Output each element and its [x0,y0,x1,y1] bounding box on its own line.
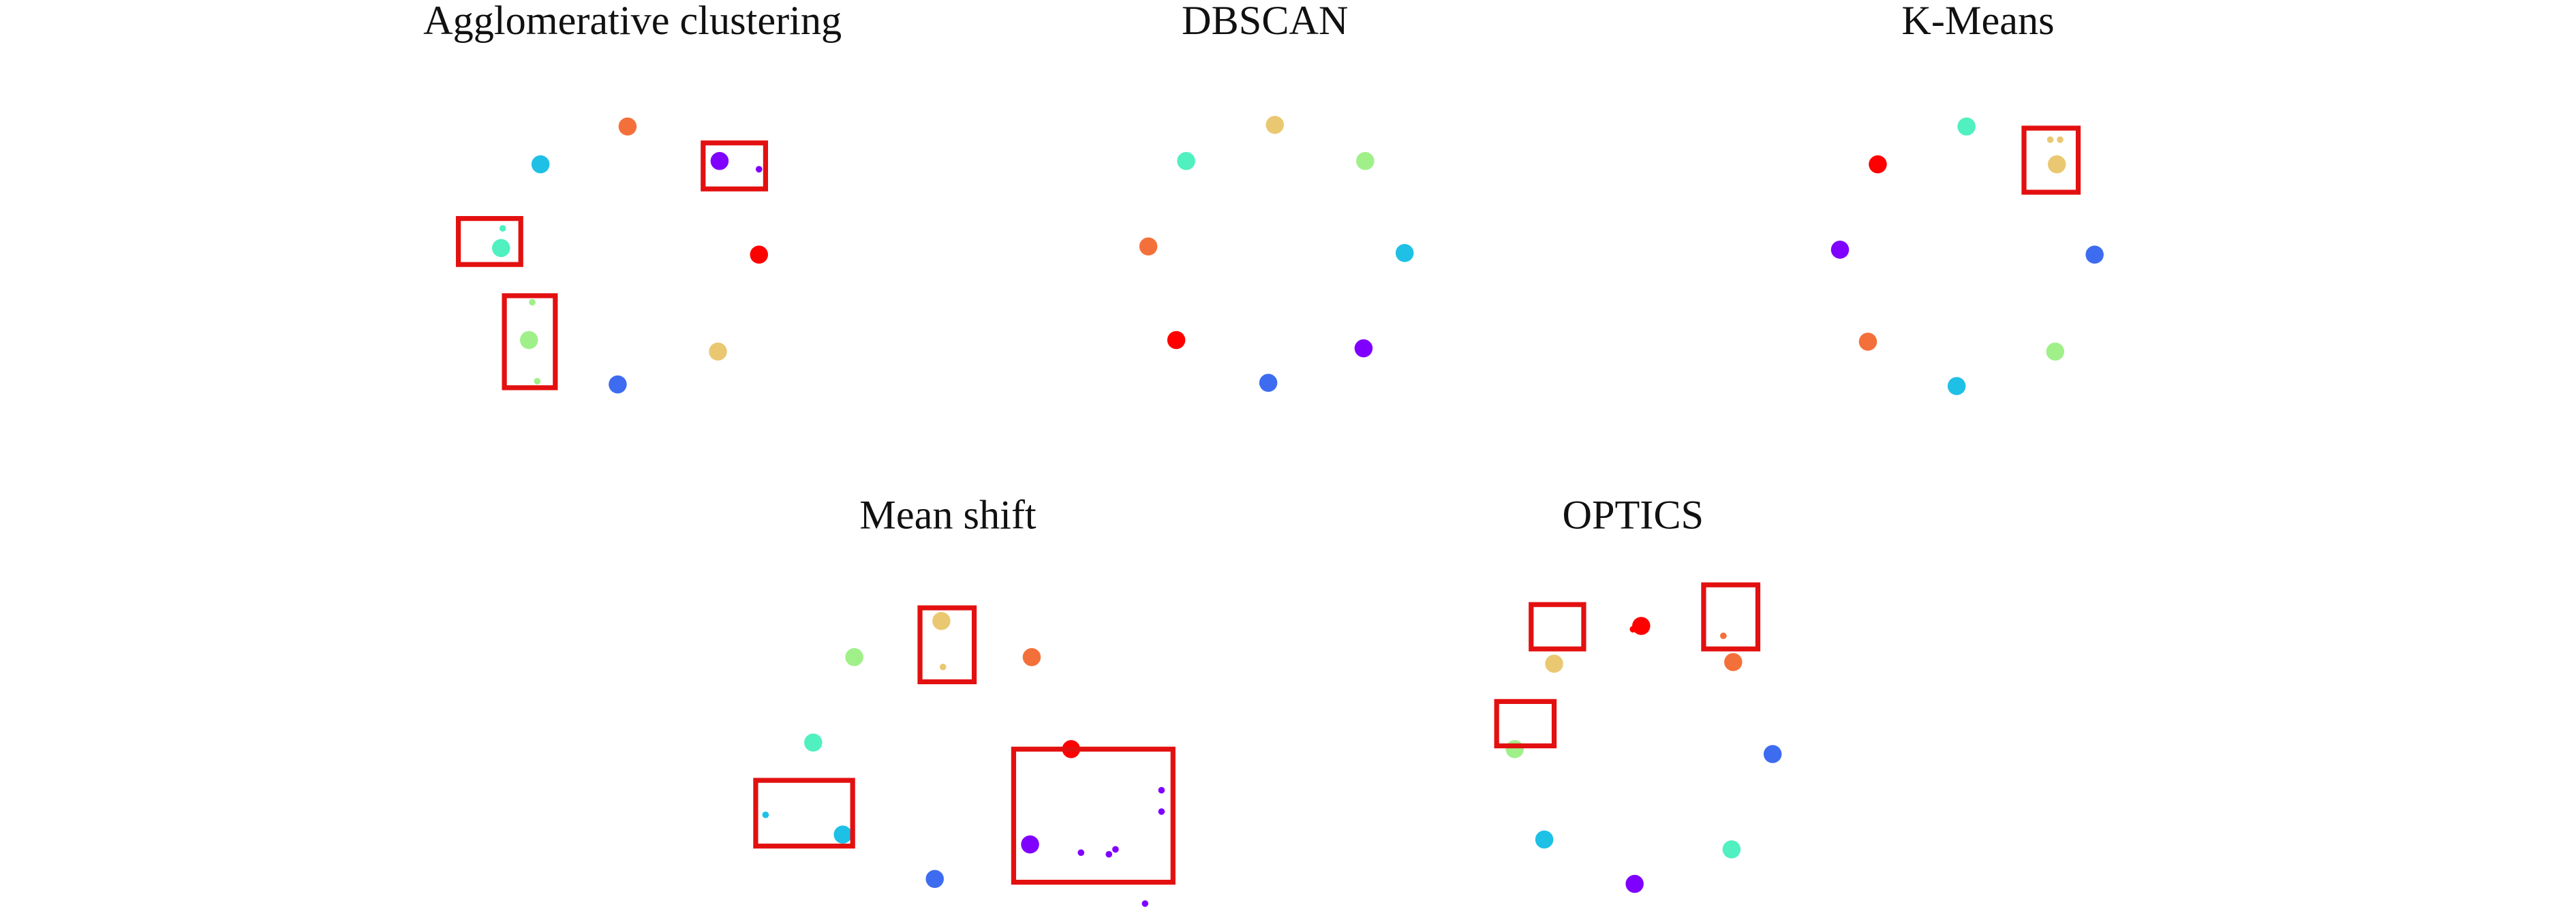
point [1105,850,1113,858]
chart-title: K-Means [1901,0,2054,44]
point [939,663,947,671]
panel [1830,117,2104,395]
point [1158,808,1165,815]
point [534,378,541,385]
point [519,331,538,350]
point [1535,830,1554,849]
point [1629,626,1637,633]
chart-title: Agglomerative clustering [423,0,842,44]
point [1266,115,1284,134]
point [2057,136,2064,143]
point [932,611,951,630]
point [833,825,852,844]
highlight-box [455,216,523,267]
point [1158,786,1165,794]
point [1720,632,1727,639]
point [1858,333,1877,351]
highlight-box [1011,746,1176,885]
point [1177,151,1195,170]
point [1021,835,1039,854]
highlight-box [1494,699,1557,749]
point [1505,740,1524,758]
point [1167,331,1186,350]
point [1947,377,1966,395]
point [492,239,510,258]
point [1763,745,1782,763]
point [1869,155,1887,174]
point [1830,241,1850,259]
panel [1494,582,1782,893]
panel [753,605,1176,907]
panel [1139,115,1414,392]
panel [455,117,769,394]
point [2046,136,2054,143]
point [845,648,863,666]
point [1139,237,1158,256]
point [618,117,637,136]
point [499,225,506,232]
point [1112,846,1119,853]
highlight-box [2021,125,2081,195]
point [1141,900,1149,907]
point [925,870,944,888]
chart-title: DBSCAN [1182,0,1348,44]
chart-title: Mean shift [859,493,1037,538]
highlight-box [701,140,769,191]
point [709,342,727,361]
highlight-box [1701,582,1761,651]
point [1957,117,1976,136]
point [1354,339,1373,358]
point [531,155,550,174]
point [529,298,536,306]
point [1356,151,1375,170]
chart-title: OPTICS [1562,493,1704,538]
highlight-box [502,293,558,390]
point [1077,849,1085,856]
point [804,733,823,752]
point [1625,874,1644,893]
point [1632,617,1651,635]
point [710,151,729,170]
point [2046,342,2065,361]
point [750,245,769,264]
point [1545,654,1563,673]
point [1022,648,1041,666]
point [762,811,769,818]
highlight-box [917,605,977,685]
point [1259,373,1278,392]
point [1395,243,1414,262]
point [1724,653,1743,671]
point [2047,155,2066,174]
highlight-box [753,778,855,849]
point [755,166,763,173]
point [1722,840,1741,859]
point [609,375,627,394]
point [2085,245,2104,264]
highlight-box [1529,602,1586,651]
